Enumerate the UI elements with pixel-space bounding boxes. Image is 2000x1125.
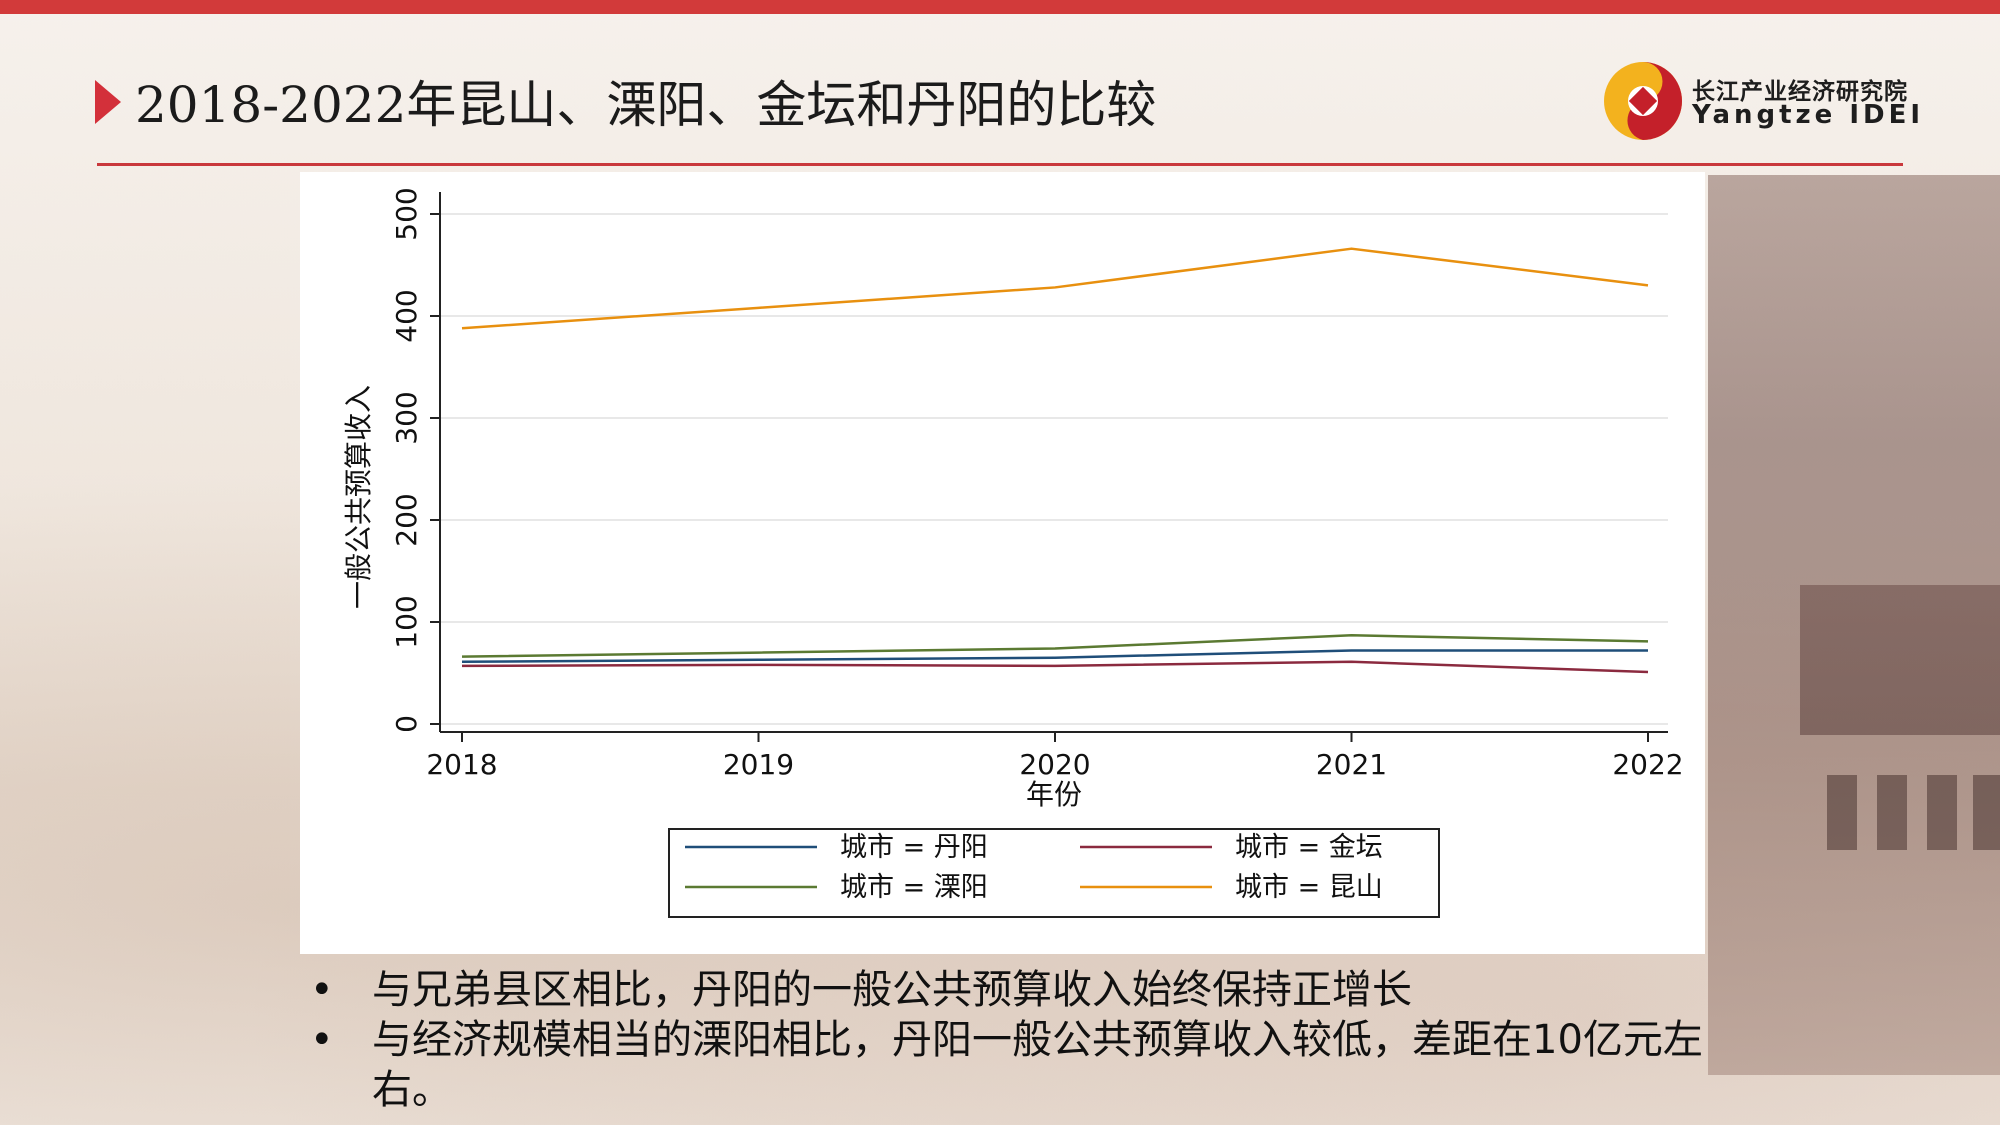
series-line — [461, 649, 1648, 664]
y-tick-label: 0 — [390, 715, 423, 733]
title-marker-icon — [95, 80, 121, 124]
y-tick-label: 200 — [390, 493, 423, 546]
legend-label: 城市 = 丹阳 — [840, 832, 988, 863]
logo: 长江产业经济研究院 Yangtze IDEI — [1600, 58, 1920, 144]
legend-label: 城市 = 溧阳 — [840, 872, 988, 903]
bullet-item: • 与经济规模相当的溧阳相比，丹阳一般公共预算收入较低，差距在10亿元左右。 — [310, 1015, 1710, 1115]
legend-label: 城市 = 昆山 — [1235, 872, 1383, 903]
background-building-image — [1708, 175, 2000, 1075]
line-chart: 0 100 200 300 400 500 2018 2019 2020 2021 2022 年份… — [342, 187, 1684, 918]
logo-name-cn: 长江产业经济研究院 — [1692, 79, 1908, 105]
bullet-dot-icon: • — [310, 1017, 334, 1063]
y-axis-ticks: 0 100 200 300 400 500 — [390, 187, 440, 733]
y-tick-label: 300 — [390, 391, 423, 444]
y-axis-title: 一般公共预算收入 — [342, 385, 375, 609]
logo-name-en: Yangtze IDEI — [1692, 100, 1925, 130]
background-roof-image — [1800, 585, 2000, 735]
series-line — [461, 634, 1649, 658]
series-line — [461, 247, 1649, 330]
bullet-dot-icon: • — [310, 967, 334, 1013]
y-tick-label: 400 — [390, 289, 423, 342]
bullet-text: 与经济规模相当的溧阳相比，丹阳一般公共预算收入较低，差距在10亿元左右。 — [372, 1017, 1703, 1113]
chart-series-lines — [461, 247, 1649, 674]
x-tick-label: 2020 — [1019, 748, 1090, 781]
title-divider — [97, 163, 1903, 166]
y-tick-label: 100 — [390, 595, 423, 648]
yangtze-logo-icon — [1604, 62, 1682, 140]
bullet-list: • 与兄弟县区相比，丹阳的一般公共预算收入始终保持正增长 • 与经济规模相当的溧… — [310, 965, 1710, 1115]
top-accent-bar — [0, 0, 2000, 14]
bullet-text: 与兄弟县区相比，丹阳的一般公共预算收入始终保持正增长 — [372, 967, 1412, 1013]
x-axis-ticks: 2018 2019 2020 2021 2022 — [426, 732, 1684, 781]
series-line — [461, 660, 1649, 674]
x-tick-label: 2018 — [426, 748, 497, 781]
background-windows-image — [1815, 775, 2000, 855]
bullet-item: • 与兄弟县区相比，丹阳的一般公共预算收入始终保持正增长 — [310, 965, 1710, 1015]
chart-panel: 0 100 200 300 400 500 2018 2019 2020 2021 2022 年份… — [300, 172, 1705, 954]
legend-label: 城市 = 金坛 — [1235, 832, 1383, 863]
slide-title: 2018-2022年昆山、溧阳、金坛和丹阳的比较 — [135, 76, 1157, 134]
legend-box — [668, 828, 1440, 918]
x-tick-label: 2021 — [1316, 748, 1387, 781]
x-axis-title: 年份 — [1026, 778, 1082, 811]
x-tick-label: 2019 — [723, 748, 794, 781]
y-tick-label: 500 — [390, 187, 423, 240]
x-tick-label: 2022 — [1612, 748, 1683, 781]
